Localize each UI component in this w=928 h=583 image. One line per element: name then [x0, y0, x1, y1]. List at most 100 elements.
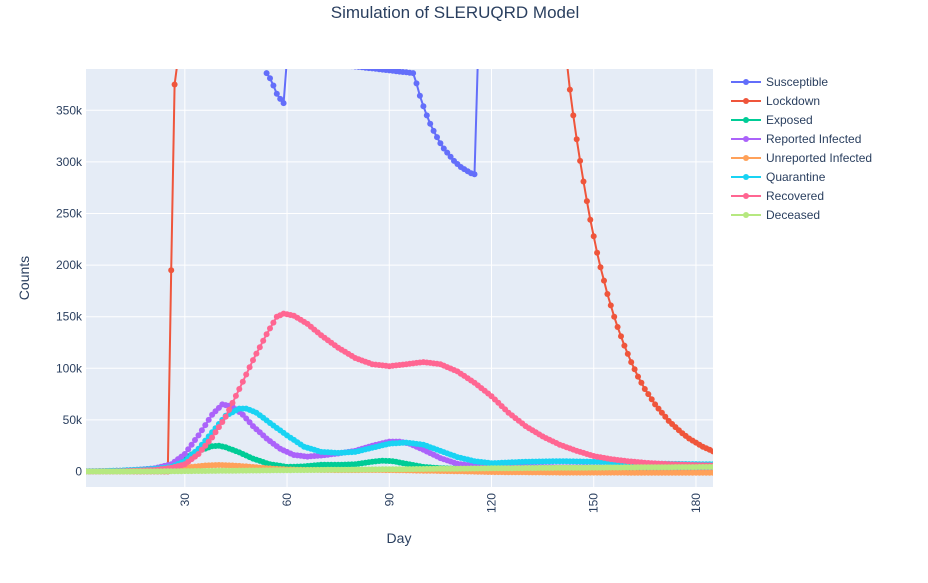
legend-item[interactable]: Exposed [731, 113, 813, 127]
data-point [205, 438, 212, 445]
data-point [417, 56, 423, 62]
data-point [215, 424, 222, 431]
data-point [601, 277, 607, 284]
axis-ticks: 0 50k 100k 150k 200k 250k 300k 350k 30 60 90 120 150… [56, 103, 703, 513]
data-point [434, 56, 440, 62]
data-point [502, 56, 508, 62]
data-point [232, 392, 239, 399]
data-point [247, 56, 253, 62]
data-point [226, 56, 232, 62]
data-point [189, 56, 195, 62]
data-point [250, 357, 256, 364]
data-point [380, 56, 386, 62]
legend-item[interactable]: Recovered [731, 189, 824, 203]
data-point [298, 56, 304, 62]
data-point [284, 56, 290, 62]
data-point [441, 56, 447, 62]
data-point [264, 56, 270, 62]
data-point [311, 59, 317, 65]
data-point [339, 62, 345, 68]
data-point [353, 69, 357, 70]
data-point [270, 82, 277, 89]
data-point [540, 56, 546, 62]
data-point [301, 58, 307, 64]
data-point [577, 157, 584, 164]
data-point [471, 171, 478, 178]
data-point [475, 56, 481, 62]
data-point [308, 56, 314, 62]
data-point [437, 140, 444, 147]
data-point [281, 56, 287, 62]
data-point [400, 56, 406, 62]
legend-item[interactable]: Deceased [731, 208, 820, 222]
data-point [410, 56, 416, 62]
data-point [335, 62, 341, 68]
data-point [427, 56, 433, 62]
data-point [465, 56, 471, 62]
data-point [216, 56, 222, 62]
data-point [570, 112, 577, 119]
data-point [345, 56, 351, 62]
data-point [587, 216, 594, 223]
data-point [604, 291, 611, 297]
data-point [192, 56, 198, 62]
data-point [318, 60, 324, 66]
legend-item[interactable]: Susceptible [731, 75, 828, 89]
data-point [434, 134, 440, 141]
legend-label: Quarantine [766, 170, 826, 184]
data-point [196, 56, 202, 62]
y-tick-label: 150k [56, 310, 83, 324]
data-point [448, 56, 454, 62]
data-point [638, 379, 645, 386]
legend-label: Recovered [766, 189, 824, 203]
legend-item[interactable]: Unreported Infected [731, 151, 872, 165]
data-point [495, 56, 501, 62]
data-point [325, 56, 331, 62]
data-point [376, 56, 382, 62]
data-point [413, 80, 420, 87]
chart-title: Simulation of SLERUQRD Model [331, 3, 579, 22]
legend-item[interactable]: Lockdown [731, 94, 820, 108]
data-point [648, 396, 655, 403]
data-point [263, 70, 270, 77]
data-point [427, 120, 434, 127]
data-point [393, 56, 399, 62]
x-tick-label: 150 [587, 493, 601, 513]
data-point [516, 56, 522, 62]
data-point [444, 56, 450, 62]
data-point [345, 63, 351, 69]
data-point [526, 56, 532, 62]
data-point [489, 56, 495, 62]
data-point [444, 149, 451, 156]
legend: Susceptible Lockdown Exposed Reported Infec… [731, 75, 872, 222]
data-point [655, 405, 662, 412]
data-point [475, 56, 481, 62]
y-tick-label: 100k [56, 361, 83, 375]
legend-label: Unreported Infected [766, 151, 872, 165]
data-point [202, 422, 209, 429]
data-point [635, 373, 641, 380]
x-tick-label: 120 [485, 493, 499, 513]
data-point [192, 437, 198, 443]
y-tick-label: 0 [75, 465, 82, 479]
x-tick-label: 90 [382, 493, 396, 507]
data-point [420, 56, 426, 62]
data-point [315, 59, 321, 65]
data-point [243, 56, 249, 62]
data-point [301, 56, 307, 62]
data-point [318, 56, 324, 62]
data-point [583, 198, 590, 205]
legend-swatch-marker [743, 193, 749, 199]
data-point [512, 56, 518, 62]
legend-label: Reported Infected [766, 132, 861, 146]
data-point [607, 302, 614, 309]
data-point [270, 56, 276, 62]
legend-item[interactable]: Quarantine [731, 170, 826, 184]
data-point [229, 399, 236, 406]
data-point [423, 112, 430, 119]
legend-item[interactable]: Reported Infected [731, 132, 861, 146]
data-point [658, 409, 665, 416]
data-point [230, 56, 236, 62]
data-point [420, 103, 427, 110]
